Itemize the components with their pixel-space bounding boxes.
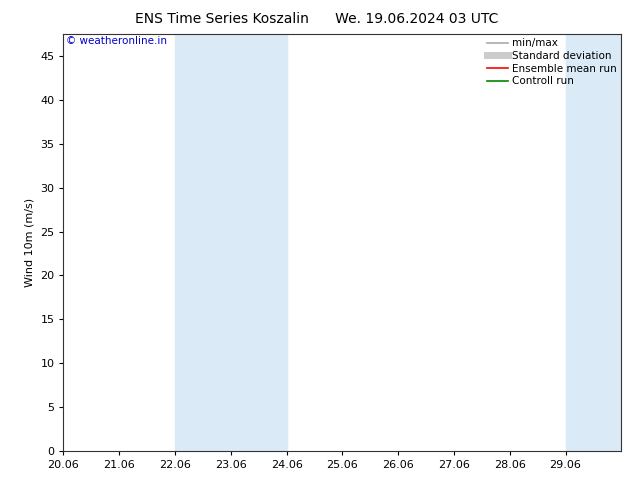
Bar — [175, 34, 287, 451]
Bar — [566, 34, 621, 451]
Y-axis label: Wind 10m (m/s): Wind 10m (m/s) — [25, 198, 35, 287]
Text: © weatheronline.in: © weatheronline.in — [66, 36, 167, 47]
Legend: min/max, Standard deviation, Ensemble mean run, Controll run: min/max, Standard deviation, Ensemble me… — [485, 36, 619, 88]
Text: ENS Time Series Koszalin      We. 19.06.2024 03 UTC: ENS Time Series Koszalin We. 19.06.2024 … — [135, 12, 499, 26]
